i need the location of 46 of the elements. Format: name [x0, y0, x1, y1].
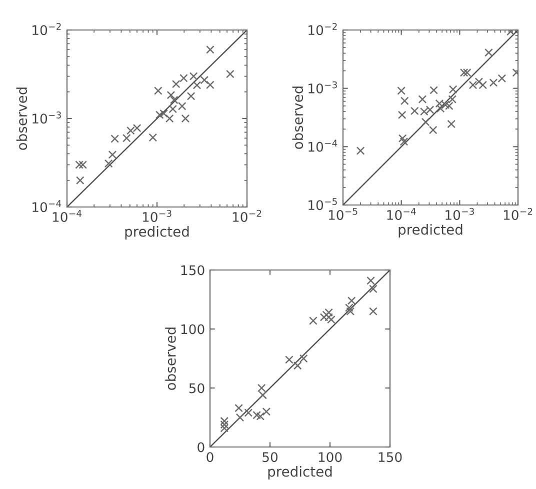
- y-tick-label: 10$^{−5}$: [308, 198, 337, 210]
- y-tick-label: 150: [181, 265, 204, 276]
- y-tick-label: 50: [189, 383, 204, 394]
- x-tick-label: 10$^{−3}$: [142, 210, 172, 222]
- y-axis-title: observed: [292, 86, 304, 149]
- point: [220, 424, 229, 432]
- point: [285, 356, 294, 364]
- x-tick-label: 10$^{−2}$: [504, 208, 532, 220]
- point: [258, 390, 267, 400]
- point: [257, 384, 266, 392]
- x-axis-title: predicted: [125, 226, 189, 240]
- point: [366, 276, 375, 285]
- y-tick-label: 100: [181, 324, 204, 334]
- point: [293, 361, 302, 370]
- point: [236, 413, 244, 422]
- x-axis-title: predicted: [268, 466, 332, 480]
- point: [369, 307, 378, 316]
- x-tick-label: 0: [206, 452, 214, 462]
- point: [220, 416, 229, 426]
- y-tick-label: 10$^{−3}$: [308, 81, 337, 94]
- point: [345, 304, 354, 312]
- point: [256, 412, 265, 420]
- y-axis-title: observed: [165, 328, 176, 390]
- point: [324, 308, 333, 317]
- y-axis-title: observed: [16, 88, 28, 150]
- x-tick-label: 10$^{−5}$: [328, 208, 358, 220]
- point: [234, 404, 243, 412]
- point: [299, 354, 308, 363]
- point: [369, 284, 378, 294]
- x-tick-label: 10$^{−4}$: [387, 208, 416, 220]
- y-tick-label: 10$^{−3}$: [32, 112, 61, 124]
- point: [262, 407, 271, 416]
- x-tick-label: 10$^{−2}$: [232, 210, 262, 222]
- x-tick-label: 50: [262, 452, 278, 462]
- x-axis-title: predicted: [398, 224, 462, 238]
- x-tick-label: 10$^{−4}$: [52, 210, 82, 222]
- point: [309, 316, 318, 325]
- y-tick-label: 0: [198, 442, 204, 452]
- point: [347, 296, 356, 305]
- point: [346, 307, 355, 316]
- y-tick-label: 10$^{−4}$: [308, 140, 338, 152]
- x-tick-label: 10$^{−3}$: [446, 208, 474, 220]
- x-tick-label: 150: [378, 452, 402, 462]
- y-tick-label: 10$^{−2}$: [32, 23, 61, 36]
- y-tick-label: 10$^{−2}$: [308, 23, 337, 36]
- point: [220, 420, 229, 429]
